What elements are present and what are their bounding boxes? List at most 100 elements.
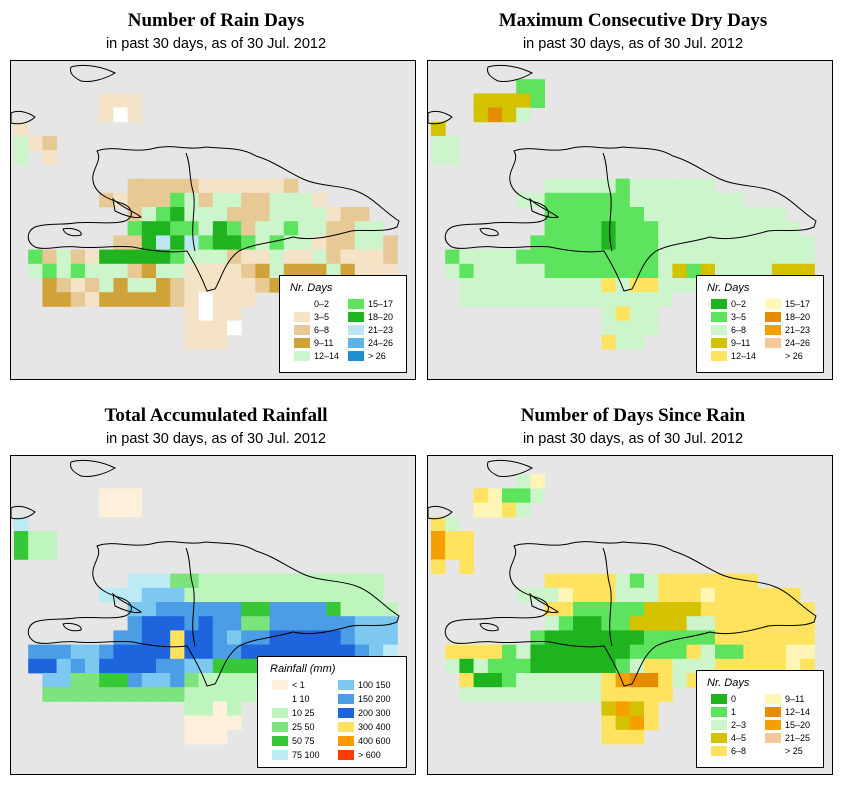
grid-cell — [516, 644, 531, 660]
grid-cell — [340, 573, 356, 589]
grid-cell — [715, 573, 730, 589]
map-svg — [428, 459, 817, 745]
grid-cell — [212, 263, 228, 279]
coastline — [428, 110, 453, 125]
grid-cell — [99, 687, 114, 702]
grid-cell — [431, 559, 446, 574]
legend-title: Nr. Days — [707, 677, 750, 689]
grid-cell — [42, 150, 57, 165]
grid-cell — [170, 207, 185, 222]
grid-cell — [558, 573, 574, 589]
grid-cell — [615, 263, 631, 279]
grid-cell — [255, 207, 270, 222]
grid-cell — [601, 729, 616, 745]
grid-cell — [198, 616, 214, 631]
grid-cell — [170, 278, 185, 293]
grid-cell — [487, 278, 503, 293]
grid-cell — [700, 192, 716, 208]
grid-cell — [530, 263, 545, 279]
grid-cell — [212, 249, 228, 265]
grid-cell — [587, 207, 602, 222]
legend-label: 15–17 — [785, 299, 811, 309]
grid-cell — [383, 235, 398, 250]
legend-swatch — [272, 708, 288, 718]
grid-cell — [558, 673, 574, 688]
grid-cell — [354, 587, 370, 603]
grid-cell — [558, 292, 574, 307]
grid-cell — [354, 630, 370, 645]
coastline — [428, 505, 453, 520]
grid-cell — [573, 249, 588, 265]
grid-cell — [127, 192, 143, 208]
grid-cell — [644, 673, 659, 688]
coastline — [27, 146, 400, 292]
grid-cell — [771, 616, 787, 631]
grid-cell — [757, 221, 773, 236]
grid-cell — [269, 573, 285, 589]
grid-cell — [615, 573, 631, 589]
grid-cell — [573, 673, 588, 688]
grid-cell — [212, 687, 228, 702]
grid-cell — [85, 263, 100, 279]
grid-cell — [241, 221, 256, 236]
grid-cell — [502, 107, 517, 123]
grid-cell — [326, 249, 341, 265]
grid-cell — [298, 221, 313, 236]
grid-cell — [156, 292, 171, 307]
grid-cell — [184, 729, 199, 745]
grid-cell — [800, 249, 815, 265]
grid-cell — [85, 292, 100, 307]
grid-cell — [241, 263, 256, 279]
grid-cell — [369, 602, 384, 617]
grid-cell — [383, 630, 398, 645]
legend-label: 50 75 — [292, 736, 315, 746]
grid-cell — [629, 644, 645, 660]
grid-cell — [227, 658, 242, 674]
grid-cell — [141, 630, 157, 645]
legend-label: 6–8 — [731, 746, 747, 756]
grid-cell — [487, 673, 503, 688]
grid-cell — [629, 221, 645, 236]
grid-cell — [326, 235, 341, 250]
grid-cell — [786, 263, 801, 279]
grid-cell — [544, 221, 560, 236]
legend-label: 2–3 — [731, 720, 747, 730]
grid-cell — [198, 263, 214, 279]
grid-cell — [558, 602, 574, 617]
grid-cell — [700, 658, 716, 674]
grid-cell — [629, 207, 645, 222]
grid-cell — [127, 616, 143, 631]
grid-cell — [312, 616, 327, 631]
legend-label: 18–20 — [368, 312, 394, 322]
grid-cell — [431, 531, 446, 546]
legend-swatch — [338, 694, 354, 704]
grid-cell — [544, 687, 560, 702]
grid-cell — [644, 235, 659, 250]
grid-cell — [198, 292, 214, 307]
grid-cell — [14, 136, 29, 151]
grid-cell — [672, 278, 687, 293]
grid-cell — [340, 235, 356, 250]
grid-cell — [473, 292, 489, 307]
legend-swatch — [765, 694, 781, 704]
legend-swatch — [294, 351, 310, 361]
grid-cell — [127, 178, 143, 194]
grid-cell — [502, 644, 517, 660]
grid-cell — [700, 249, 716, 265]
grid-cell — [326, 602, 341, 617]
grid-cell — [658, 573, 673, 589]
grid-cell — [672, 616, 687, 631]
legend-swatch — [272, 680, 288, 690]
grid-cell — [516, 278, 531, 293]
grid-cell — [241, 249, 256, 265]
grid-cell — [615, 673, 631, 688]
grid-cell — [587, 263, 602, 279]
legend-swatch — [348, 312, 364, 322]
grid-cell — [170, 687, 185, 702]
grid-cell — [141, 616, 157, 631]
grid-cell — [502, 488, 517, 503]
grid-cell — [587, 178, 602, 194]
grid-cell — [184, 715, 199, 731]
grid-cell — [212, 630, 228, 645]
grid-cell — [312, 587, 327, 603]
